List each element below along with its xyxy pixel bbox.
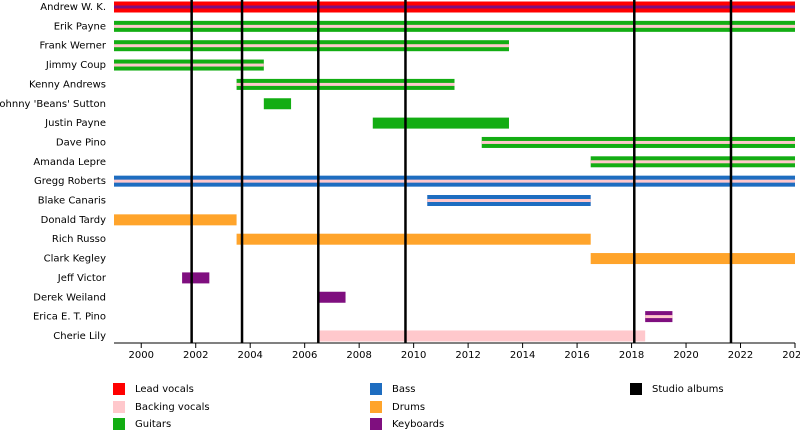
x-tick-label: 2014 [510,350,535,361]
x-tick-label: 2000 [129,350,154,361]
legend-swatch [113,418,125,430]
legend-label: Drums [392,402,425,413]
role-stripe [645,315,673,319]
role-stripe [114,179,795,183]
legend-swatch [630,383,642,395]
role-stripe [114,63,264,67]
legend-label: Backing vocals [135,402,210,413]
x-tick-label: 2012 [455,350,480,361]
member-label: Andrew W. K. [40,2,106,13]
x-tick-label: 2004 [237,350,262,361]
role-stripe [114,44,509,48]
member-label: Erica E. T. Pino [33,312,106,323]
legend-swatch [370,418,382,430]
member-label: Rich Russo [52,234,106,245]
member-bar [590,253,795,265]
role-stripe [236,82,455,86]
member-label: Jimmy Coup [45,60,106,71]
member-label: Donald Tardy [41,215,106,226]
member-bar [114,214,237,226]
x-tick-label: 2018 [619,350,644,361]
member-label: Erik Payne [54,21,106,32]
legend-label: Guitars [135,419,171,430]
x-tick-label: 2002 [183,350,208,361]
member-bar [236,233,591,245]
x-tick-label: 2022 [728,350,753,361]
role-stripe [427,199,591,202]
role-stripe [590,160,795,164]
role-stripe [114,24,795,28]
legend-swatch [113,401,125,413]
member-label: Blake Canaris [38,196,106,207]
member-bar [182,272,210,284]
member-label: Gregg Roberts [34,176,106,187]
legend-swatch [370,401,382,413]
member-label: Johnny 'Beans' Sutton [0,99,106,110]
member-label: Dave Pino [56,137,106,148]
legend-swatch [370,383,382,395]
member-label: Cherie Lily [53,331,106,342]
member-label: Amanda Lepre [33,157,106,168]
member-label: Kenny Andrews [29,79,106,90]
legend-swatch [113,383,125,395]
member-bar [372,117,509,129]
member-bar [318,291,346,303]
member-label: Clark Kegley [44,254,106,265]
x-tick-label: 2010 [401,350,426,361]
x-tick-label: 2024 [782,350,800,361]
member-label: Derek Weiland [33,292,106,303]
x-tick-label: 2016 [564,350,589,361]
legend-label: Bass [392,384,415,395]
member-bar [263,98,292,110]
member-label: Frank Werner [39,41,106,52]
member-bar [318,330,646,342]
member-label: Jeff Victor [57,273,107,284]
x-tick-label: 2006 [292,350,317,361]
member-label: Justin Payne [44,118,106,129]
legend-label: Lead vocals [135,384,194,395]
x-tick-label: 2008 [346,350,371,361]
legend-label: Studio albums [652,384,724,395]
legend-label: Keyboards [392,419,444,430]
role-stripe [114,5,795,9]
x-tick-label: 2020 [673,350,698,361]
role-stripe [481,140,795,144]
